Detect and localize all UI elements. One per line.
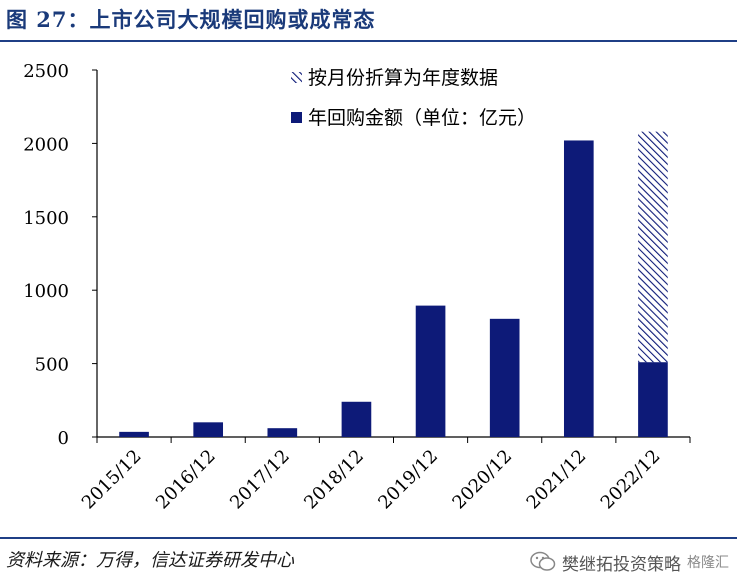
watermark: 樊继拓投资策略 格隆汇	[530, 544, 729, 580]
watermark-logo: 格隆汇	[687, 555, 729, 571]
legend-label: 按月份折算为年度数据	[308, 67, 498, 89]
wechat-icon	[530, 551, 556, 571]
x-tick-label: 2016/12	[152, 446, 220, 514]
y-tick-label: 2500	[23, 61, 69, 82]
footer-rule	[0, 537, 737, 539]
legend-swatch	[291, 112, 302, 123]
y-tick-label: 500	[35, 355, 69, 376]
title-rule	[0, 40, 737, 42]
y-tick-label: 0	[58, 428, 69, 449]
title-bar: 图 27：上市公司大规模回购或成常态	[0, 0, 737, 40]
x-tick-label: 2021/12	[523, 446, 591, 514]
legend-swatch	[291, 72, 302, 83]
x-tick-label: 2015/12	[78, 446, 146, 514]
y-tick-label: 1000	[23, 281, 69, 302]
y-tick-label: 2000	[23, 134, 69, 155]
x-tick-label: 2020/12	[448, 446, 516, 514]
bar-buyback	[563, 140, 594, 437]
y-tick-label: 1500	[23, 208, 69, 229]
bar-buyback	[638, 362, 668, 437]
watermark-text: 樊继拓投资策略	[562, 554, 681, 575]
x-tick-label: 2018/12	[300, 446, 368, 514]
bar-buyback	[489, 318, 520, 437]
x-tick-label: 2019/12	[374, 446, 442, 514]
bar-buyback	[415, 305, 446, 437]
chart-area: 0 500 1000 1500 2000 2500 2015/12 2016/12 2017/1…	[0, 42, 737, 537]
bar-buyback	[267, 428, 298, 437]
legend-label: 年回购金额（单位：亿元）	[308, 107, 536, 129]
bar-buyback	[119, 431, 149, 437]
x-tick-label: 2017/12	[226, 446, 294, 514]
x-tick-label: 2022/12	[597, 446, 665, 514]
bar-buyback	[341, 401, 372, 437]
bar-chart: 0 500 1000 1500 2000 2500 2015/12 2016/12 2017/1…	[23, 61, 691, 514]
source-note: 资料来源：万得，信达证券研发中心	[6, 550, 294, 571]
bar-annualized	[638, 131, 668, 363]
chart-title: 图 27：上市公司大规模回购或成常态	[6, 7, 376, 32]
bar-buyback	[193, 422, 224, 437]
